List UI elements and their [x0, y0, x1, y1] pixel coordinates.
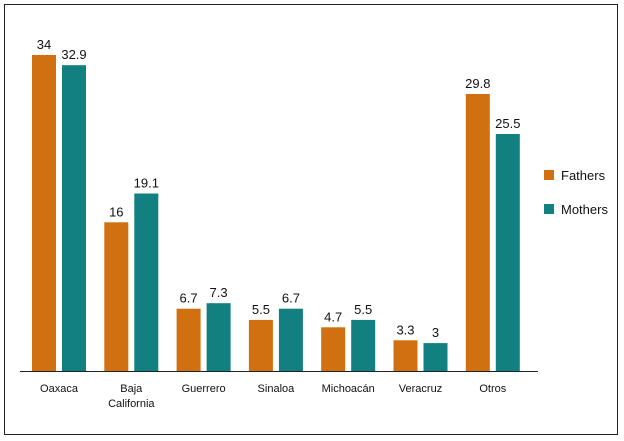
x-tick-label-3-0: Sinaloa — [258, 383, 296, 395]
x-tick-label-1-0: Baja — [120, 383, 143, 395]
value-label-fathers-0: 34 — [37, 37, 51, 52]
legend-label-fathers: Fathers — [561, 168, 606, 183]
x-tick-label-5-0: Veracruz — [399, 383, 442, 395]
value-label-mothers-0: 32.9 — [61, 47, 86, 62]
x-tick-label-0-0: Oaxaca — [40, 383, 79, 395]
value-label-mothers-3: 6.7 — [282, 291, 300, 306]
x-tick-label-2-0: Guerrero — [182, 383, 226, 395]
x-tick-label-4-0: Michoacán — [322, 383, 375, 395]
bar-mothers-6 — [495, 134, 520, 371]
x-tick-labels-group: Oaxaca Baja California Guerrero Sinaloa Micho… — [40, 383, 507, 410]
bar-mothers-1 — [134, 193, 159, 371]
bar-fathers-0 — [32, 55, 56, 371]
value-label-mothers-4: 5.5 — [354, 302, 372, 317]
value-label-fathers-3: 5.5 — [252, 302, 270, 317]
bar-fathers-6 — [465, 94, 490, 371]
bar-mothers-0 — [62, 65, 86, 371]
value-label-fathers-4: 4.7 — [324, 309, 342, 324]
value-label-mothers-5: 3 — [432, 325, 439, 340]
bars-group — [32, 55, 520, 371]
legend-swatch-mothers — [544, 204, 554, 214]
value-label-fathers-1: 16 — [109, 204, 123, 219]
bar-mothers-3 — [278, 308, 303, 371]
bar-fathers-5 — [393, 340, 418, 371]
bar-mothers-4 — [351, 319, 376, 371]
value-label-mothers-1: 19.1 — [134, 176, 159, 191]
legend: Fathers Mothers — [544, 168, 608, 217]
x-tick-label-1-1: California — [108, 398, 155, 410]
value-label-mothers-6: 25.5 — [495, 116, 520, 131]
legend-swatch-fathers — [544, 170, 554, 180]
value-label-mothers-2: 7.3 — [210, 285, 228, 300]
bar-fathers-1 — [104, 222, 129, 371]
bar-fathers-2 — [176, 308, 201, 371]
bar-fathers-3 — [248, 319, 273, 371]
x-tick-label-6-0: Otros — [479, 383, 506, 395]
value-labels-group: 34 32.9 16 19.1 6.7 7.3 5.5 6.7 4.7 5.5 3.3 3 29.8 25… — [37, 37, 521, 340]
value-label-fathers-2: 6.7 — [180, 291, 198, 306]
bar-fathers-4 — [321, 327, 346, 371]
bar-mothers-2 — [206, 303, 231, 371]
legend-label-mothers: Mothers — [561, 202, 608, 217]
value-label-fathers-5: 3.3 — [396, 322, 414, 337]
bar-mothers-5 — [423, 343, 448, 371]
value-label-fathers-6: 29.8 — [465, 76, 490, 91]
